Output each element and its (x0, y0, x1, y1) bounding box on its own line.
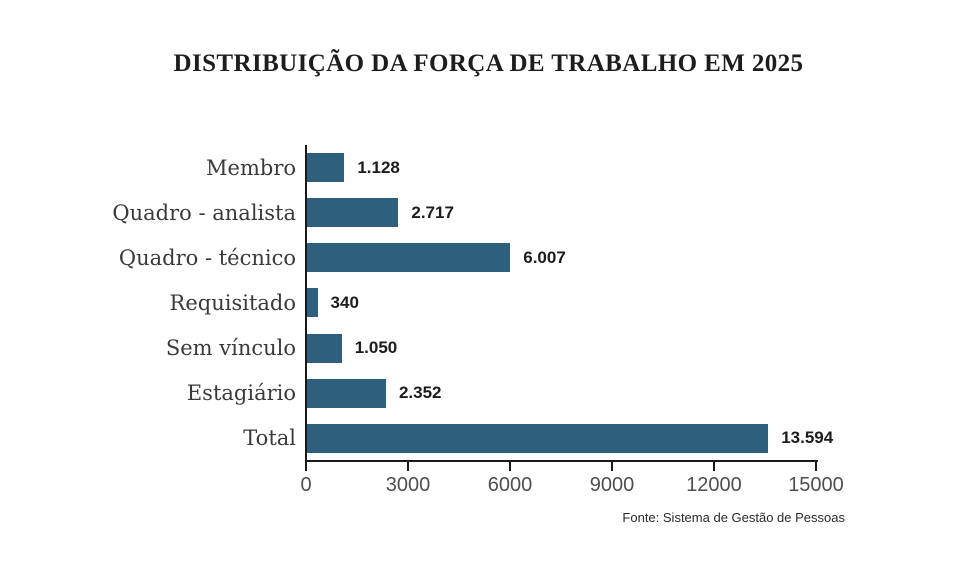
bar-row: Membro 1.128 (0, 145, 977, 190)
bar (306, 378, 386, 408)
bar-row: Quadro - técnico 6.007 (0, 235, 977, 280)
category-label: Requisitado (169, 290, 296, 315)
value-label: 2.717 (411, 202, 454, 222)
x-tick-label: 12000 (686, 474, 742, 496)
x-tick-mark (407, 462, 409, 471)
x-tick-label: 15000 (788, 474, 844, 496)
value-label: 340 (330, 292, 359, 312)
x-tick-mark (815, 462, 817, 471)
x-tick-mark (611, 462, 613, 471)
category-label: Total (243, 426, 296, 451)
x-axis-line (305, 460, 818, 462)
x-tick-label: 3000 (385, 474, 431, 496)
chart-title: DISTRIBUIÇÃO DA FORÇA DE TRABALHO EM 202… (173, 50, 804, 77)
bar-row: Estagiário 2.352 (0, 371, 977, 416)
bar (306, 423, 769, 453)
category-label: Sem vínculo (165, 336, 296, 361)
value-label: 1.128 (357, 157, 400, 177)
y-axis-line (305, 145, 307, 462)
source-note: Fonte: Sistema de Gestão de Pessoas (622, 510, 845, 525)
x-tick-label: 0 (300, 474, 312, 496)
x-tick-label: 9000 (589, 474, 635, 496)
category-label: Quadro - analista (112, 200, 296, 225)
category-label: Quadro - técnico (118, 245, 296, 270)
bar (306, 243, 511, 273)
bar (306, 333, 342, 363)
bar-row: Quadro - analista 2.717 (0, 190, 977, 235)
x-tick-label: 6000 (487, 474, 533, 496)
bar-row: Requisitado 340 (0, 280, 977, 325)
category-label: Membro (206, 155, 296, 180)
x-tick-mark (713, 462, 715, 471)
value-label: 6.007 (523, 247, 566, 267)
value-label: 2.352 (398, 383, 442, 403)
bar-rows: Membro 1.128 Quadro - analista 2.717 Quadro … (0, 145, 977, 461)
x-tick-mark (509, 462, 511, 471)
bar-row: Sem vínculo 1.050 (0, 326, 977, 371)
x-tick-mark (305, 462, 307, 471)
value-label: 13.594 (781, 428, 834, 448)
bar (306, 288, 318, 318)
bar (306, 198, 399, 228)
category-label: Estagiário (186, 381, 296, 406)
bar-row: Total 13.594 (0, 416, 977, 461)
bar (306, 153, 345, 183)
value-label: 1.050 (354, 338, 398, 358)
